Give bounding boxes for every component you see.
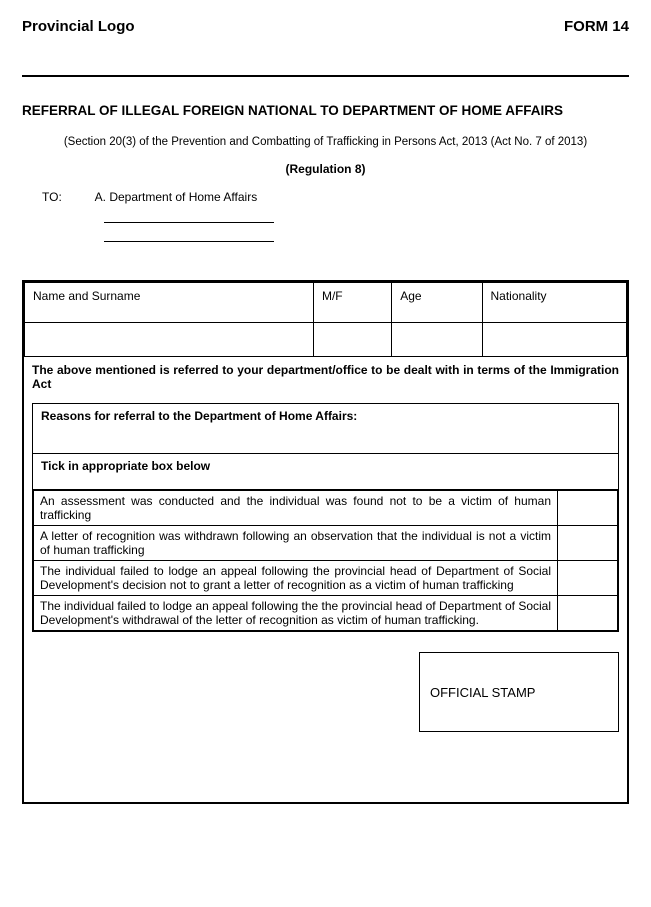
- tick-option-text: The individual failed to lodge an appeal…: [34, 561, 558, 596]
- divider: [22, 75, 629, 77]
- tick-table: An assessment was conducted and the indi…: [33, 490, 618, 631]
- to-label: TO:: [42, 190, 92, 204]
- provincial-logo-text: Provincial Logo: [22, 18, 135, 35]
- blank-line-1: [104, 222, 274, 223]
- referred-text: The above mentioned is referred to your …: [24, 357, 627, 401]
- to-recipient: A. Department of Home Affairs: [95, 190, 258, 204]
- col-mf-value[interactable]: [313, 323, 391, 357]
- col-nationality-value[interactable]: [482, 323, 627, 357]
- official-stamp-label: OFFICIAL STAMP: [430, 685, 535, 700]
- person-table: Name and Surname M/F Age Nationality: [24, 282, 627, 357]
- form-number: FORM 14: [564, 18, 629, 35]
- tick-checkbox[interactable]: [558, 561, 618, 596]
- tick-option-text: A letter of recognition was withdrawn fo…: [34, 526, 558, 561]
- col-mf-label: M/F: [313, 283, 391, 323]
- page-title: REFERRAL OF ILLEGAL FOREIGN NATIONAL TO …: [22, 103, 629, 118]
- col-nationality-label: Nationality: [482, 283, 627, 323]
- col-age-value[interactable]: [392, 323, 482, 357]
- col-age-label: Age: [392, 283, 482, 323]
- tick-option-text: An assessment was conducted and the indi…: [34, 491, 558, 526]
- tick-option-text: The individual failed to lodge an appeal…: [34, 596, 558, 631]
- blank-line-2: [104, 241, 274, 242]
- col-name-label: Name and Surname: [25, 283, 314, 323]
- section-reference: (Section 20(3) of the Prevention and Com…: [22, 136, 629, 148]
- tick-label: Tick in appropriate box below: [33, 454, 618, 490]
- form-box: Name and Surname M/F Age Nationality The…: [22, 280, 629, 804]
- tick-checkbox[interactable]: [558, 526, 618, 561]
- col-name-value[interactable]: [25, 323, 314, 357]
- tick-checkbox[interactable]: [558, 596, 618, 631]
- reasons-label: Reasons for referral to the Department o…: [33, 404, 618, 454]
- reasons-box: Reasons for referral to the Department o…: [32, 403, 619, 632]
- official-stamp-box: OFFICIAL STAMP: [419, 652, 619, 732]
- regulation-label: (Regulation 8): [22, 162, 629, 176]
- tick-checkbox[interactable]: [558, 491, 618, 526]
